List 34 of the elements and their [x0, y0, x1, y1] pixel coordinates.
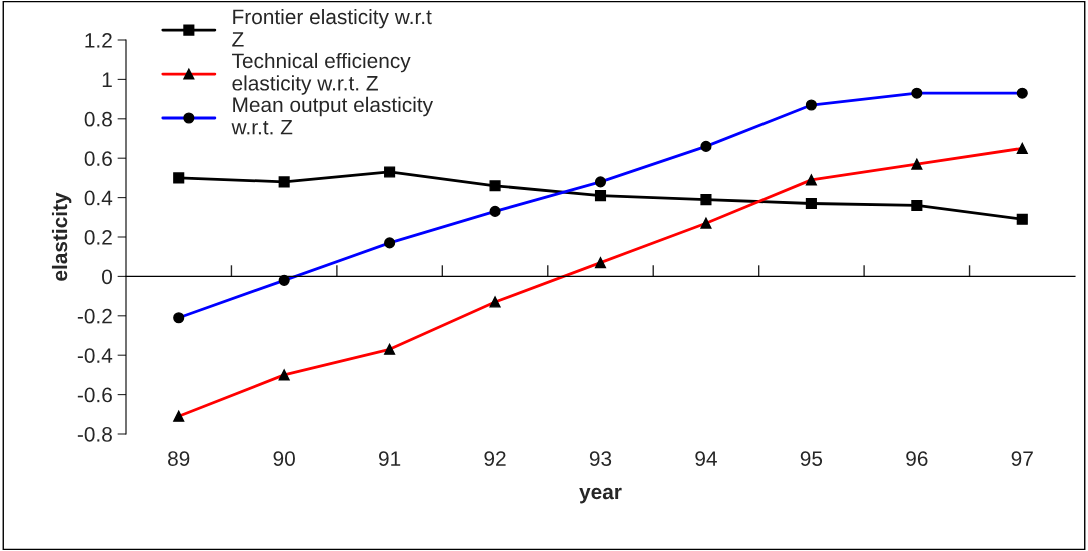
y-axis-title: elasticity: [51, 192, 72, 281]
point: [805, 197, 817, 210]
x-tick-label: 90: [273, 451, 295, 466]
x-tick-label: 95: [800, 451, 823, 466]
legend-label: Technical efficiency elasticity w.r.t. Z: [232, 52, 411, 95]
legend-label: Mean output elasticity w.r.t. Z: [231, 96, 434, 135]
y-tick-label: -0.2: [77, 308, 112, 324]
point: [911, 199, 923, 212]
point: [489, 180, 501, 192]
y-tick-label: -0.8: [77, 427, 112, 442]
x-tick-label: 92: [484, 451, 506, 466]
x-tick-label: 93: [589, 451, 612, 466]
y-tick-label: -0.6: [77, 387, 112, 403]
point: [173, 172, 185, 184]
x-tick-label: 96: [906, 451, 928, 466]
point: [278, 176, 290, 188]
legend-label: Frontier elasticity w.r.t Z: [232, 8, 432, 47]
x-tick-label: 91: [379, 451, 401, 466]
point: [700, 194, 712, 206]
y-tick-label: 0.8: [84, 111, 112, 127]
y-tick-label: 1: [102, 72, 112, 87]
point: [1016, 213, 1028, 225]
y-tick-label: -0.4: [77, 348, 113, 363]
y-tick-label: 0.2: [84, 230, 112, 245]
point: [594, 190, 607, 202]
y-tick-label: 0.4: [84, 190, 113, 206]
y-tick-label: 1.2: [85, 33, 112, 48]
point: [384, 166, 396, 178]
x-tick-label: 97: [1011, 451, 1033, 466]
y-tick-label: 0: [102, 269, 112, 285]
y-tick-label: 0.6: [84, 151, 112, 166]
x-tick-label: 89: [168, 451, 190, 466]
x-tick-label: 94: [695, 451, 717, 466]
x-axis-title: year: [579, 487, 622, 504]
